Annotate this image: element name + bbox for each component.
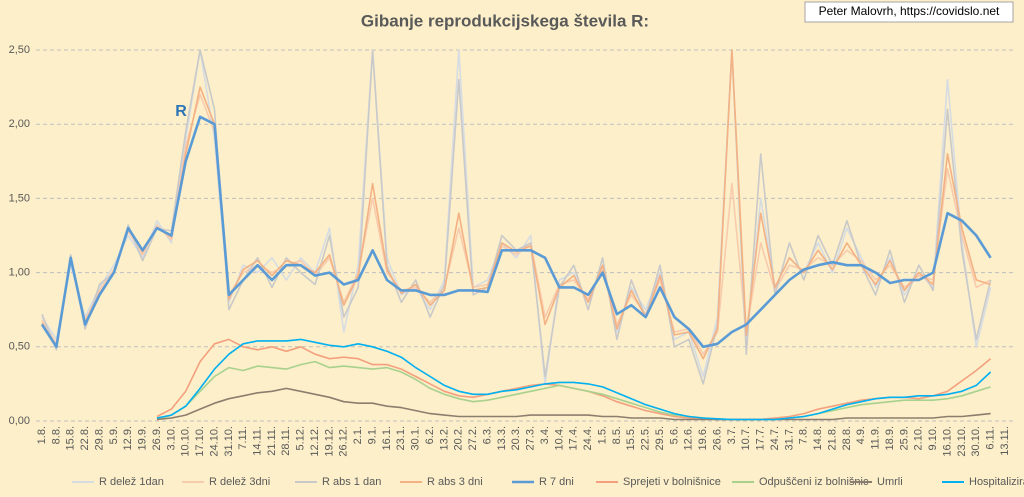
- y-tick-label: 0,00: [9, 415, 30, 427]
- x-tick-label: 18.9.: [884, 426, 896, 450]
- x-tick-label: 22.8.: [79, 426, 91, 450]
- x-tick-label: 7.11.: [237, 426, 249, 450]
- x-tick-label: 23.10.: [956, 426, 968, 457]
- x-tick-label: 3.4.: [539, 426, 551, 444]
- x-tick-label: 26.9.: [151, 426, 163, 450]
- x-tick-label: 30.10.: [970, 426, 982, 457]
- x-tick-label: 28.8.: [841, 426, 853, 450]
- x-tick-label: 13.11.: [999, 426, 1011, 456]
- x-tick-label: 10.4.: [553, 426, 565, 450]
- x-tick-label: 24.10.: [208, 426, 220, 457]
- legend-label: Umrli: [877, 476, 903, 488]
- x-tick-label: 17.4.: [568, 426, 580, 450]
- y-tick-label: 1,00: [9, 267, 30, 279]
- x-tick-label: 8.8.: [50, 426, 62, 444]
- x-tick-label: 20.2.: [453, 426, 465, 450]
- x-tick-label: 21.8.: [826, 426, 838, 450]
- legend-label: Odpuščeni iz bolnišnic: [759, 476, 869, 488]
- annotation: R: [175, 103, 187, 120]
- x-tick-label: 6.3.: [481, 426, 493, 444]
- x-tick-label: 19.12.: [323, 426, 335, 457]
- legend-label: R abs 3 dni: [427, 476, 483, 488]
- x-tick-label: 12.9.: [122, 426, 134, 450]
- x-tick-label: 20.3.: [510, 426, 522, 450]
- x-tick-label: 7.8.: [798, 426, 810, 444]
- x-tick-label: 22.5.: [640, 426, 652, 450]
- x-tick-label: 4.9.: [855, 426, 867, 444]
- series-line: [156, 387, 991, 421]
- x-tick-label: 5.12.: [295, 426, 307, 450]
- x-tick-label: 24.4.: [582, 426, 594, 450]
- x-tick-label: 5.6.: [668, 426, 680, 444]
- legend-label: Sprejeti v bolnišnice: [623, 476, 721, 488]
- legend-label: R 7 dni: [539, 476, 574, 488]
- x-tick-label: 27.2.: [467, 426, 479, 450]
- credit-box: [804, 1, 1014, 23]
- x-tick-label: 13.3.: [496, 426, 508, 450]
- x-tick-label: 10.10.: [180, 426, 192, 457]
- x-tick-label: 12.12.: [309, 426, 321, 457]
- x-tick-label: 2.1.: [352, 426, 364, 444]
- x-tick-label: 17.10.: [194, 426, 206, 457]
- x-tick-label: 16.10.: [941, 426, 953, 457]
- x-tick-label: 14.11.: [252, 426, 264, 456]
- x-tick-label: 8.5.: [611, 426, 623, 444]
- x-tick-label: 29.8.: [93, 426, 105, 450]
- x-tick-label: 10.7.: [740, 426, 752, 450]
- x-tick-label: 2.10.: [913, 426, 925, 450]
- x-tick-label: 26.12.: [338, 426, 350, 457]
- x-tick-label: 24.7.: [769, 426, 781, 450]
- x-tick-label: 14.8.: [812, 426, 824, 450]
- credit: Peter Malovrh, https://covidslo.net: [819, 4, 1000, 18]
- x-tick-label: 15.5.: [625, 426, 637, 450]
- series-line: [40, 115, 992, 349]
- x-tick-label: 1.5.: [596, 426, 608, 444]
- x-tick-label: 9.1.: [366, 426, 378, 444]
- x-tick-label: 19.6.: [697, 426, 709, 450]
- y-tick-label: 1,50: [9, 192, 30, 204]
- x-tick-label: 1.8.: [36, 426, 48, 444]
- y-tick-label: 0,50: [9, 341, 30, 353]
- legend-label: R abs 1 dan: [322, 476, 381, 488]
- series-line: [41, 49, 991, 360]
- x-tick-label: 13.2.: [438, 426, 450, 450]
- x-tick-label: 3.7.: [726, 426, 738, 444]
- x-tick-label: 23.1.: [395, 426, 407, 450]
- series-line: [156, 338, 992, 421]
- legend-label: Hospitalizirani: [969, 476, 1024, 488]
- x-tick-label: 12.6.: [683, 426, 695, 450]
- x-tick-label: 25.9.: [898, 426, 910, 450]
- x-tick-label: 19.9.: [137, 426, 149, 450]
- y-tick-label: 2,50: [9, 44, 30, 56]
- x-tick-label: 29.5.: [654, 426, 666, 450]
- x-tick-label: 6.11.: [985, 426, 997, 450]
- x-tick-label: 6.2.: [424, 426, 436, 444]
- y-tick-label: 2,00: [9, 118, 30, 130]
- x-tick-label: 28.11.: [280, 426, 292, 456]
- x-tick-label: 3.10.: [165, 426, 177, 450]
- x-tick-label: 11.9.: [870, 426, 882, 450]
- x-tick-label: 16.1.: [381, 426, 393, 450]
- x-tick-label: 30.1.: [410, 426, 422, 450]
- x-tick-label: 26.6.: [711, 426, 723, 450]
- legend-label: R delež 3dni: [209, 476, 270, 488]
- x-tick-label: 17.7.: [755, 426, 767, 450]
- x-tick-label: 21.11.: [266, 426, 278, 456]
- x-tick-label: 9.10.: [927, 426, 939, 450]
- legend-label: R delež 1dan: [99, 476, 164, 488]
- chart-title: Gibanje reprodukcijskega števila R:: [361, 11, 649, 30]
- x-tick-label: 31.10.: [223, 426, 235, 457]
- x-tick-label: 31.7.: [783, 426, 795, 450]
- series-line: [156, 360, 991, 421]
- x-tick-label: 27.3.: [525, 426, 537, 450]
- x-tick-label: 5.9.: [108, 426, 120, 444]
- x-tick-label: 15.8.: [65, 426, 77, 450]
